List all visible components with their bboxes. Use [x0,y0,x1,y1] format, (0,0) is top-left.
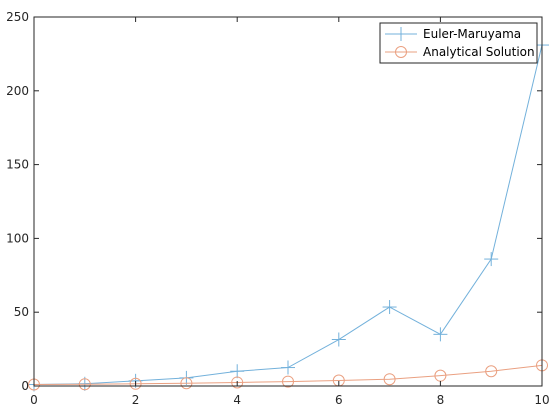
data-point-analytical-solution [231,376,244,389]
y-tick-label: 150 [6,158,29,172]
data-point-analytical-solution [485,365,498,378]
legend-label: Analytical Solution [423,45,535,59]
x-tick-label: 6 [335,393,343,407]
legend-label: Euler-Maruyama [423,27,521,41]
data-point-analytical-solution [129,377,142,390]
y-tick-label: 200 [6,84,29,98]
data-point-analytical-solution [78,378,91,391]
x-tick-label: 0 [30,393,38,407]
y-tick-label: 50 [14,305,29,319]
data-point-analytical-solution [282,375,294,388]
axes-box [33,16,543,387]
legend: Euler-Maruyama Analytical Solution [379,22,538,64]
data-point-euler-maruyama [331,332,346,347]
data-point-euler-maruyama [230,364,245,379]
y-tick-label: 0 [21,379,29,393]
x-tick-label: 8 [437,393,445,407]
legend-item-euler-maruyama: Euler-Maruyama [385,27,521,41]
data-point-euler-maruyama [281,360,295,375]
series-line-analytical-solution [33,364,543,386]
legend-marker-circle [395,46,407,58]
data-point-euler-maruyama [484,252,499,267]
data-point-euler-maruyama [382,300,397,315]
y-tick-label: 250 [6,10,29,24]
data-point-analytical-solution [383,373,396,386]
legend-item-analytical-solution: Analytical Solution [385,45,535,59]
data-point-euler-maruyama [433,327,448,342]
y-tick-label: 100 [6,231,29,245]
x-tick-label: 10 [534,393,549,407]
x-tick-label: 4 [233,393,241,407]
legend-box [379,22,538,64]
data-point-analytical-solution [180,377,193,390]
x-tick-label: 2 [132,393,140,407]
